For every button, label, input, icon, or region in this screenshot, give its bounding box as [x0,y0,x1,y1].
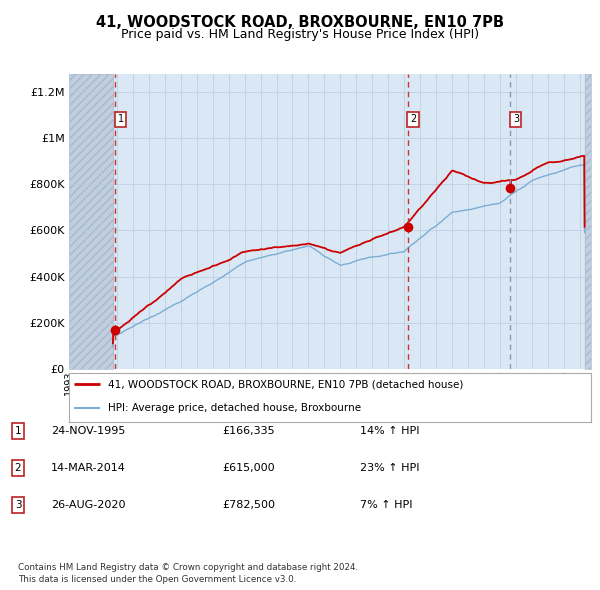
Text: 14% ↑ HPI: 14% ↑ HPI [360,426,419,435]
Text: 23% ↑ HPI: 23% ↑ HPI [360,463,419,473]
Text: 2: 2 [410,114,416,124]
Text: 26-AUG-2020: 26-AUG-2020 [51,500,125,510]
Text: 24-NOV-1995: 24-NOV-1995 [51,426,125,435]
Text: £782,500: £782,500 [222,500,275,510]
Text: 1: 1 [14,426,22,435]
Text: £166,335: £166,335 [222,426,275,435]
Text: 3: 3 [513,114,519,124]
Text: Contains HM Land Registry data © Crown copyright and database right 2024.: Contains HM Land Registry data © Crown c… [18,563,358,572]
Text: £615,000: £615,000 [222,463,275,473]
Text: Price paid vs. HM Land Registry's House Price Index (HPI): Price paid vs. HM Land Registry's House … [121,28,479,41]
Text: 41, WOODSTOCK ROAD, BROXBOURNE, EN10 7PB: 41, WOODSTOCK ROAD, BROXBOURNE, EN10 7PB [96,15,504,30]
Text: 41, WOODSTOCK ROAD, BROXBOURNE, EN10 7PB (detached house): 41, WOODSTOCK ROAD, BROXBOURNE, EN10 7PB… [108,379,464,389]
Text: 14-MAR-2014: 14-MAR-2014 [51,463,126,473]
Text: 3: 3 [14,500,22,510]
Text: 7% ↑ HPI: 7% ↑ HPI [360,500,413,510]
Text: HPI: Average price, detached house, Broxbourne: HPI: Average price, detached house, Brox… [108,403,361,413]
Text: This data is licensed under the Open Government Licence v3.0.: This data is licensed under the Open Gov… [18,575,296,584]
Text: 2: 2 [14,463,22,473]
Text: 1: 1 [118,114,124,124]
